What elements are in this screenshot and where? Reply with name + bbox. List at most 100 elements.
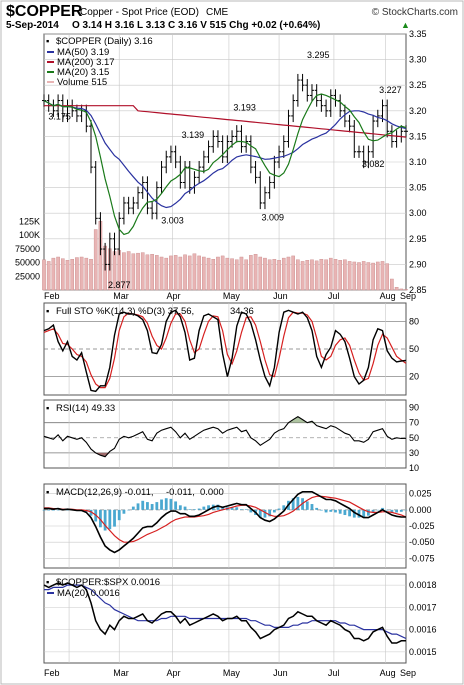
macd-histogram-bar (188, 509, 192, 510)
macd-histogram-bar (329, 509, 333, 512)
ratio-ma20-line (44, 584, 407, 640)
macd-histogram-bar (291, 498, 295, 510)
volume-bar (244, 259, 248, 291)
macd-histogram-bar (263, 509, 267, 518)
volume-bar (75, 257, 79, 291)
volume-axis-label: 75000 (15, 244, 40, 254)
volume-bar (328, 257, 333, 291)
volume-bar (225, 257, 230, 291)
x-axis-month-label: Feb (44, 291, 60, 301)
sto-y-tick: 80 (409, 316, 419, 326)
macd-histogram-bar (357, 509, 361, 518)
chart-symbol: $COPPER (6, 3, 83, 20)
price-annotation: 3.082 (362, 159, 385, 169)
volume-bar (150, 254, 154, 291)
rsi-y-tick: 90 (409, 403, 419, 413)
price-annotation: 3.139 (182, 130, 205, 140)
price-annotation: 3.003 (161, 216, 184, 226)
volume-axis-label: 125K (19, 216, 40, 226)
volume-bar (84, 257, 89, 291)
volume-bar (65, 260, 70, 291)
sto-fastK-line (43, 309, 407, 393)
ratio-y-tick: 0.0018 (409, 580, 437, 590)
macd-histogram-bar (141, 500, 145, 510)
macd-histogram-bar (404, 509, 408, 511)
price-panel-title: $COPPER (Daily) 3.16 (56, 36, 153, 47)
sto-y-tick: 20 (409, 372, 419, 382)
volume-bar (385, 263, 389, 291)
macd-histogram-bar (146, 502, 149, 510)
macd-histogram-bar (348, 509, 351, 517)
volume-bar (404, 289, 408, 291)
volume-bar (61, 258, 65, 291)
macd-histogram-bar (240, 509, 243, 510)
chart-exchange: CME (206, 7, 229, 18)
volume-bar (314, 260, 319, 291)
x-axis-month-label: Mar (113, 291, 129, 301)
macd-histogram-bar (277, 508, 281, 510)
rsi-panel-title: RSI(14) 49.33 (56, 403, 115, 414)
rsi-y-tick: 10 (409, 463, 419, 473)
volume-bar (286, 256, 291, 291)
chart-description: Copper - Spot Price (EOD) (80, 7, 199, 18)
price-y-tick: 2.85 (409, 285, 427, 295)
volume-bar (206, 257, 211, 291)
sto-title-value: 34.36 (230, 306, 254, 317)
volume-bar (197, 255, 201, 291)
volume-bar (79, 256, 84, 291)
macd-signal-line (44, 495, 407, 543)
price-y-tick: 2.95 (409, 234, 427, 244)
volume-bar (343, 259, 347, 291)
price-y-tick: 3.30 (409, 55, 427, 65)
macd-histogram-bar (272, 509, 276, 513)
volume-bar (366, 262, 371, 291)
ratio-y-tick: 0.0016 (409, 625, 437, 635)
volume-bar (239, 256, 244, 291)
volume-bar (93, 229, 98, 291)
ratio-y-tick: 0.0017 (409, 602, 437, 612)
legend-label: MA(200) 3.17 (57, 57, 115, 68)
volume-bar (258, 256, 263, 291)
macd-histogram-bar (117, 509, 121, 521)
price-y-tick: 3.20 (409, 106, 427, 116)
x-axis-month-label: May (223, 291, 241, 301)
x-axis-month-label-bottom: Jul (328, 668, 340, 678)
volume-axis-label: 25000 (15, 271, 40, 281)
price-annotation: 3.175 (48, 112, 71, 122)
volume-bar (267, 259, 272, 291)
x-axis-month-label-bottom: Apr (167, 668, 181, 678)
volume-bar (169, 255, 173, 291)
price-y-tick: 2.90 (409, 259, 427, 269)
x-axis-month-label-bottom: Aug (380, 668, 396, 678)
x-axis-month-label: Jul (328, 291, 340, 301)
volume-bar (220, 255, 225, 291)
volume-bar (277, 260, 281, 291)
macd-title-icon: ▪ (46, 487, 49, 498)
rsi-title-icon: ▪ (46, 403, 49, 414)
volume-bar (399, 288, 404, 291)
macd-histogram-bar (282, 505, 286, 510)
volume-bar (272, 259, 277, 291)
x-axis-month-label-bottom: May (223, 668, 241, 678)
volume-bar (305, 260, 310, 291)
price-annotation: 2.877 (108, 280, 131, 290)
sto-slowD-line (43, 311, 407, 389)
macd-histogram-bar (131, 506, 135, 510)
volume-bar (394, 287, 399, 291)
price-annotation: 3.227 (379, 85, 402, 95)
macd-histogram-bar (178, 505, 182, 510)
macd-histogram-bar (155, 502, 159, 510)
macd-histogram-bar (160, 499, 163, 510)
price-annotation: 3.193 (233, 102, 256, 112)
macd-histogram-bar (183, 506, 187, 510)
macd-panel-title: MACD(12,26,9) -0.011, (56, 487, 154, 498)
macd-histogram-bar (305, 501, 309, 510)
macd-histogram-bar (127, 509, 131, 511)
volume-bar (56, 256, 60, 291)
macd-histogram-bar (390, 509, 394, 513)
ma200-line (44, 105, 407, 138)
volume-bar (211, 259, 216, 291)
volume-bar (136, 252, 140, 291)
ma50-line (43, 100, 407, 209)
